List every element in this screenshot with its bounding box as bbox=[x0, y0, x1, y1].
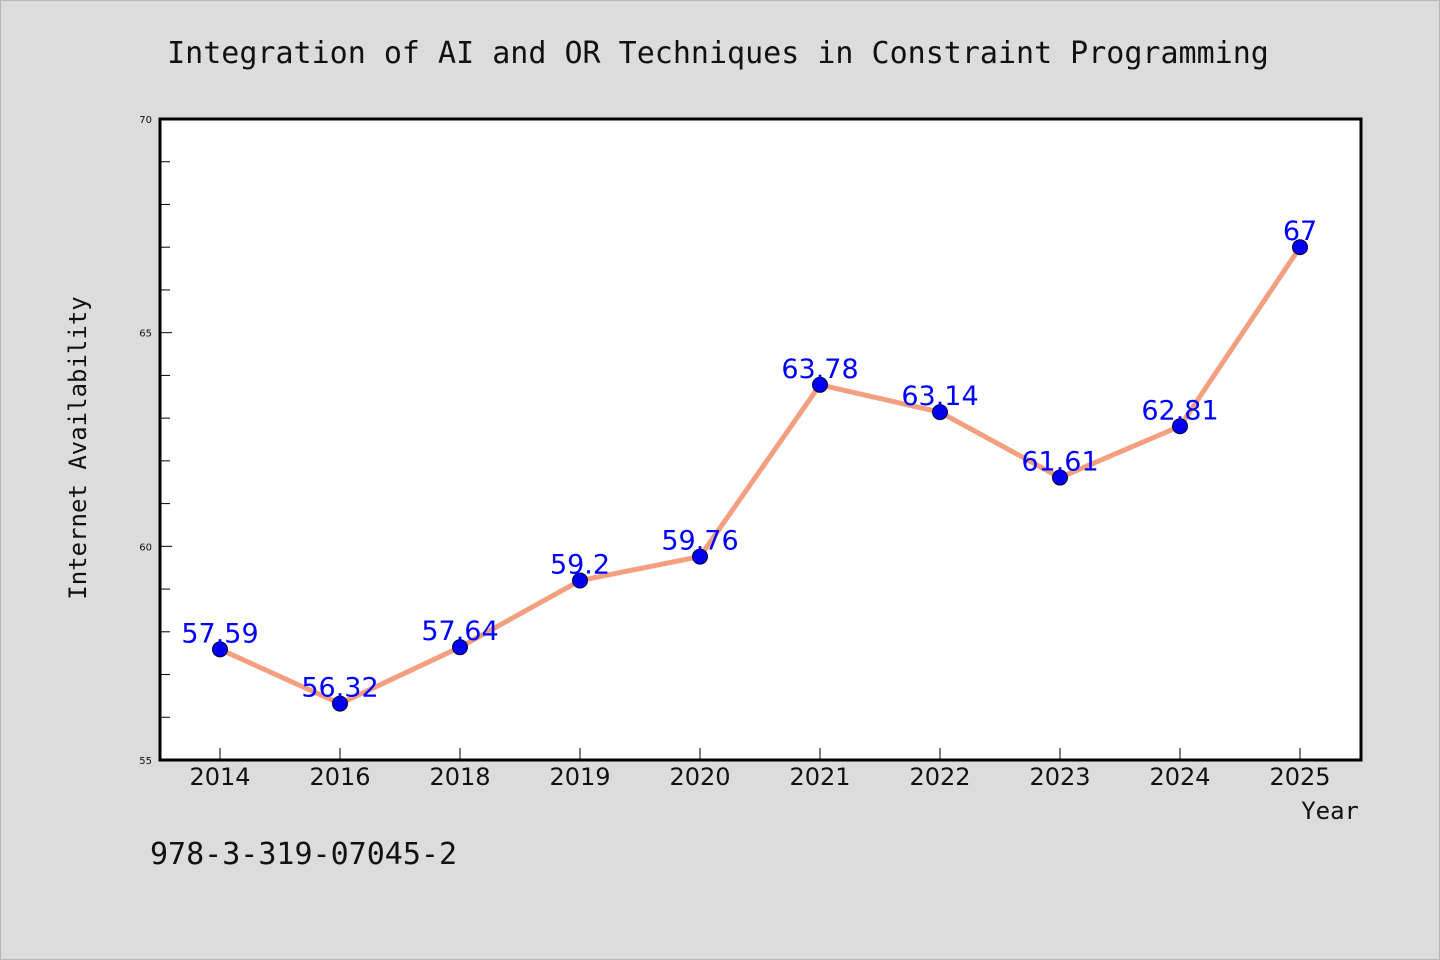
y-axis-label: Internet Availability bbox=[64, 296, 92, 599]
x-tick-label: 2016 bbox=[309, 763, 370, 791]
data-point bbox=[212, 641, 228, 658]
y-tick-label: 60 bbox=[139, 542, 152, 553]
x-tick-label: 2014 bbox=[189, 763, 250, 791]
x-axis-ticks: 2014 2016 2018 2019 2020 2021 2022 2023 2024 2025 bbox=[189, 748, 1331, 791]
x-tick-label: 2018 bbox=[429, 763, 490, 791]
data-label: 56.32 bbox=[301, 673, 378, 704]
data-point bbox=[1292, 239, 1308, 256]
x-tick-label: 2021 bbox=[789, 763, 850, 791]
x-tick-label: 2023 bbox=[1029, 763, 1090, 791]
data-point bbox=[812, 376, 828, 393]
data-point bbox=[572, 572, 588, 589]
data-point bbox=[332, 695, 348, 712]
data-point bbox=[1172, 418, 1188, 435]
y-tick-label: 70 bbox=[139, 115, 152, 126]
data-label: 62.81 bbox=[1141, 395, 1218, 426]
data-label: 63.14 bbox=[901, 381, 978, 412]
isbn-footer-text: 978-3-319-07045-2 bbox=[150, 837, 457, 872]
series-layer: 57.59 56.32 57.64 59.2 59.76 63.78 63.14 61.61 6… bbox=[181, 216, 1317, 712]
chart-title: Integration of AI and OR Techniques in C… bbox=[167, 36, 1269, 71]
data-label: 61.61 bbox=[1021, 447, 1098, 478]
data-label: 67 bbox=[1283, 216, 1317, 247]
data-point bbox=[452, 639, 468, 656]
data-label: 63.78 bbox=[781, 354, 858, 385]
data-point bbox=[1052, 469, 1068, 486]
y-tick-label: 65 bbox=[139, 329, 152, 340]
data-label: 59.76 bbox=[661, 526, 738, 557]
plot-area bbox=[158, 117, 1363, 762]
x-tick-label: 2019 bbox=[549, 763, 610, 791]
y-axis-ticks: 55 60 65 70 bbox=[139, 115, 172, 767]
series-line bbox=[217, 244, 1303, 707]
x-tick-label: 2022 bbox=[909, 763, 970, 791]
data-point bbox=[692, 548, 708, 565]
x-tick-label: 2025 bbox=[1269, 763, 1330, 791]
x-axis-label: Year bbox=[1301, 797, 1359, 825]
data-label: 57.64 bbox=[421, 616, 498, 647]
data-label: 59.2 bbox=[550, 550, 610, 581]
data-label: 57.59 bbox=[181, 618, 258, 649]
data-point bbox=[932, 404, 948, 421]
x-tick-label: 2020 bbox=[669, 763, 730, 791]
x-tick-label: 2024 bbox=[1149, 763, 1210, 791]
y-tick-label: 55 bbox=[139, 756, 152, 767]
